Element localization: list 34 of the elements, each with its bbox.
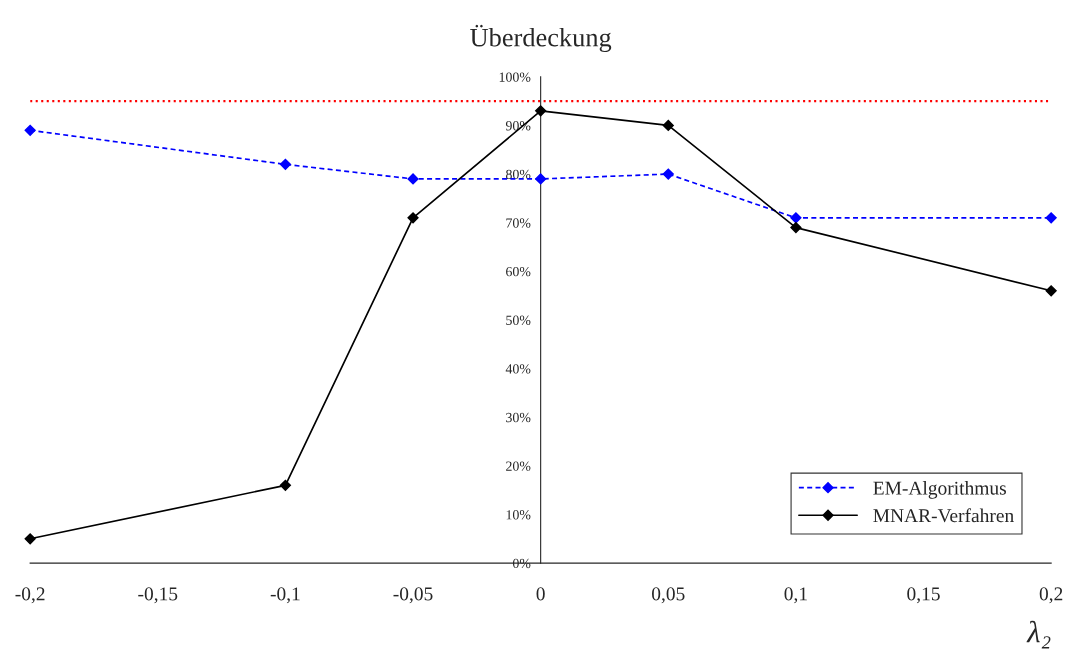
y-tick-label: 40% [505,364,531,374]
point [790,221,802,234]
y-tick-label: 60% [506,266,531,277]
x-tick-label: -0,05 [393,587,433,604]
point [24,124,36,136]
point [407,212,419,224]
y-tick-label: 100% [499,72,531,82]
y-tick-label: 70% [506,218,531,228]
chart-title: Überdeckung [470,24,612,52]
x-tick-label: 0 [536,587,545,601]
point [24,533,36,545]
x-tick-label: -0,15 [138,587,178,604]
point [535,105,547,117]
point [662,119,674,132]
point [790,212,802,224]
legend-label: MNAR-Verfahren [873,508,1014,523]
point [535,173,547,185]
y-tick-label: 50% [506,315,531,325]
x-axis-title: λ₂ [1026,620,1051,649]
x-tick-label: -0,2 [15,587,45,604]
y-tick-label: 30% [506,412,531,423]
x-tick-label: 0,1 [784,587,807,604]
point [279,158,292,170]
point [1045,212,1057,224]
x-tick-label: 0,2 [1039,587,1063,604]
y-tick-label: 20% [506,461,531,471]
x-tick-label: 0,05 [652,587,685,604]
point [279,479,292,491]
y-tick-label: 10% [506,510,531,520]
legend-label: EM-Algorithmus [873,481,1006,499]
x-tick-label: 0,15 [907,587,940,604]
x-tick-label: -0,1 [270,587,300,604]
point [1045,285,1057,297]
point [662,168,674,180]
